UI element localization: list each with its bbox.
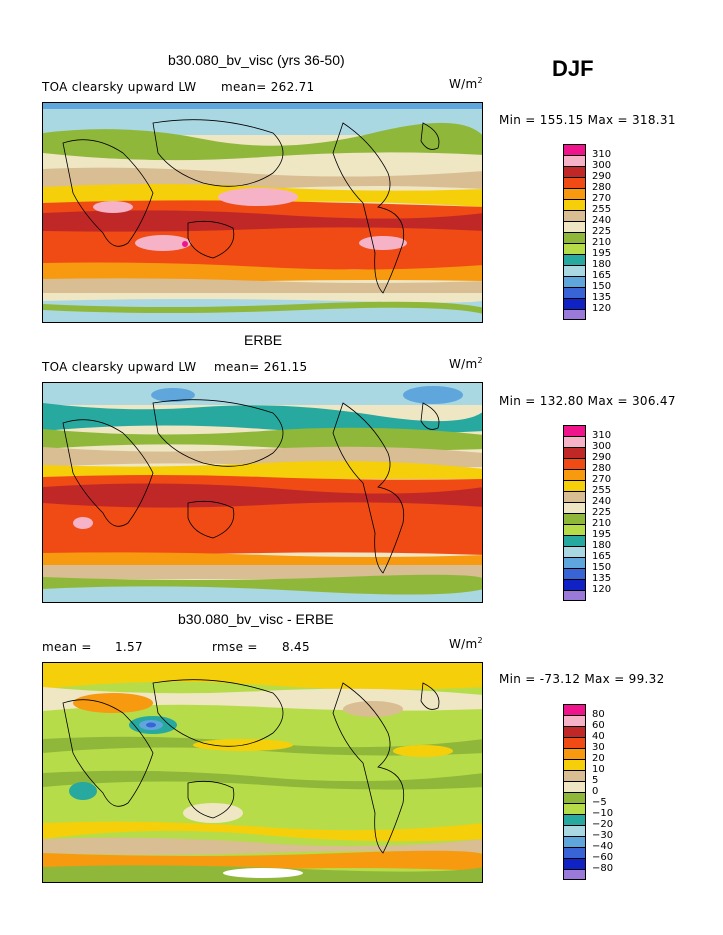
- colorbar-tick: 135: [592, 573, 612, 584]
- colorbar-tick: 290: [592, 452, 612, 463]
- colorbar-tick: 225: [592, 507, 612, 518]
- colorbar-tick: −5: [592, 797, 607, 808]
- panel-3-minmax: Min = -73.12 Max = 99.32: [499, 672, 665, 686]
- colorbar-tick: 0: [592, 786, 599, 797]
- colorbar-tick: 195: [592, 248, 612, 259]
- season-label: DJF: [552, 56, 594, 81]
- colorbar-tick: 255: [592, 204, 612, 215]
- colorbar-tick: 165: [592, 270, 612, 281]
- panel-1-colorbar: [563, 144, 586, 320]
- colorbar-tick: 120: [592, 584, 612, 595]
- panel-3-mean-value: 1.57: [115, 640, 143, 654]
- panel-2-units: W/m2: [449, 356, 483, 371]
- colorbar-tick: 180: [592, 540, 612, 551]
- panel-1-units: W/m2: [449, 76, 483, 91]
- colorbar-tick: 10: [592, 764, 605, 775]
- colorbar-tick: 300: [592, 160, 612, 171]
- colorbar-tick: 5: [592, 775, 599, 786]
- colorbar-tick: 80: [592, 709, 605, 720]
- panel-3-map: [42, 662, 483, 883]
- colorbar-tick: 240: [592, 215, 612, 226]
- panel-3-rmse-value: 8.45: [282, 640, 310, 654]
- colorbar-tick: 240: [592, 496, 612, 507]
- panel-3-rmse-label: rmse =: [212, 640, 258, 654]
- colorbar-tick: 150: [592, 562, 612, 573]
- panel-3-colorbar-labels: 80 60 40 30 20 10 5 0 −5 −10 −20 −30 −40 −60 −80: [592, 709, 613, 874]
- colorbar-tick: 30: [592, 742, 605, 753]
- panel-3-colorbar: [563, 704, 586, 880]
- colorbar-tick: 180: [592, 259, 612, 270]
- colorbar-tick: 255: [592, 485, 612, 496]
- colorbar-tick: −40: [592, 841, 614, 852]
- panel-3-title: b30.080_bv_visc - ERBE: [178, 611, 334, 627]
- colorbar-tick: 270: [592, 474, 612, 485]
- colorbar-tick: 280: [592, 463, 612, 474]
- panel-2-map: [42, 382, 483, 603]
- panel-2-colorbar-labels: 310 300 290 280 270 255 240 225 210 195 180 165 150 1…: [592, 430, 611, 595]
- colorbar-tick: 165: [592, 551, 612, 562]
- panel-1-mean: mean= 262.71: [221, 80, 315, 94]
- panel-2-colorbar: [563, 425, 586, 601]
- colorbar-tick: 20: [592, 753, 605, 764]
- colorbar-tick: 135: [592, 292, 612, 303]
- colorbar-tick: 280: [592, 182, 612, 193]
- panel-1-minmax: Min = 155.15 Max = 318.31: [499, 113, 676, 127]
- colorbar-tick: 40: [592, 731, 605, 742]
- colorbar-tick: 210: [592, 237, 612, 248]
- colorbar-tick: 225: [592, 226, 612, 237]
- colorbar-tick: 310: [592, 149, 612, 160]
- colorbar-tick: 195: [592, 529, 612, 540]
- panel-2-mean: mean= 261.15: [214, 360, 308, 374]
- colorbar-tick: 310: [592, 430, 612, 441]
- panel-2-field-label: TOA clearsky upward LW: [42, 360, 197, 374]
- colorbar-tick: 210: [592, 518, 612, 529]
- panel-2-title: ERBE: [244, 332, 283, 348]
- panel-2-minmax: Min = 132.80 Max = 306.47: [499, 394, 676, 408]
- panel-1-map: [42, 102, 483, 323]
- colorbar-tick: 290: [592, 171, 612, 182]
- panel-1-colorbar-labels: 310 300 290 280 270 255 240 225 210 195 180 165 150 1…: [592, 149, 611, 314]
- panel-3-mean-label: mean =: [42, 640, 92, 654]
- colorbar-tick: −10: [592, 808, 614, 819]
- colorbar-tick: 270: [592, 193, 612, 204]
- colorbar-tick: −60: [592, 852, 614, 863]
- colorbar-tick: −80: [592, 863, 614, 874]
- colorbar-tick: −30: [592, 830, 614, 841]
- panel-1-title: b30.080_bv_visc (yrs 36-50): [168, 52, 345, 68]
- panel-3-units: W/m2: [449, 636, 483, 651]
- panel-1-field-label: TOA clearsky upward LW: [42, 80, 197, 94]
- colorbar-tick: 150: [592, 281, 612, 292]
- colorbar-tick: 60: [592, 720, 605, 731]
- colorbar-tick: −20: [592, 819, 614, 830]
- colorbar-tick: 120: [592, 303, 612, 314]
- colorbar-tick: 300: [592, 441, 612, 452]
